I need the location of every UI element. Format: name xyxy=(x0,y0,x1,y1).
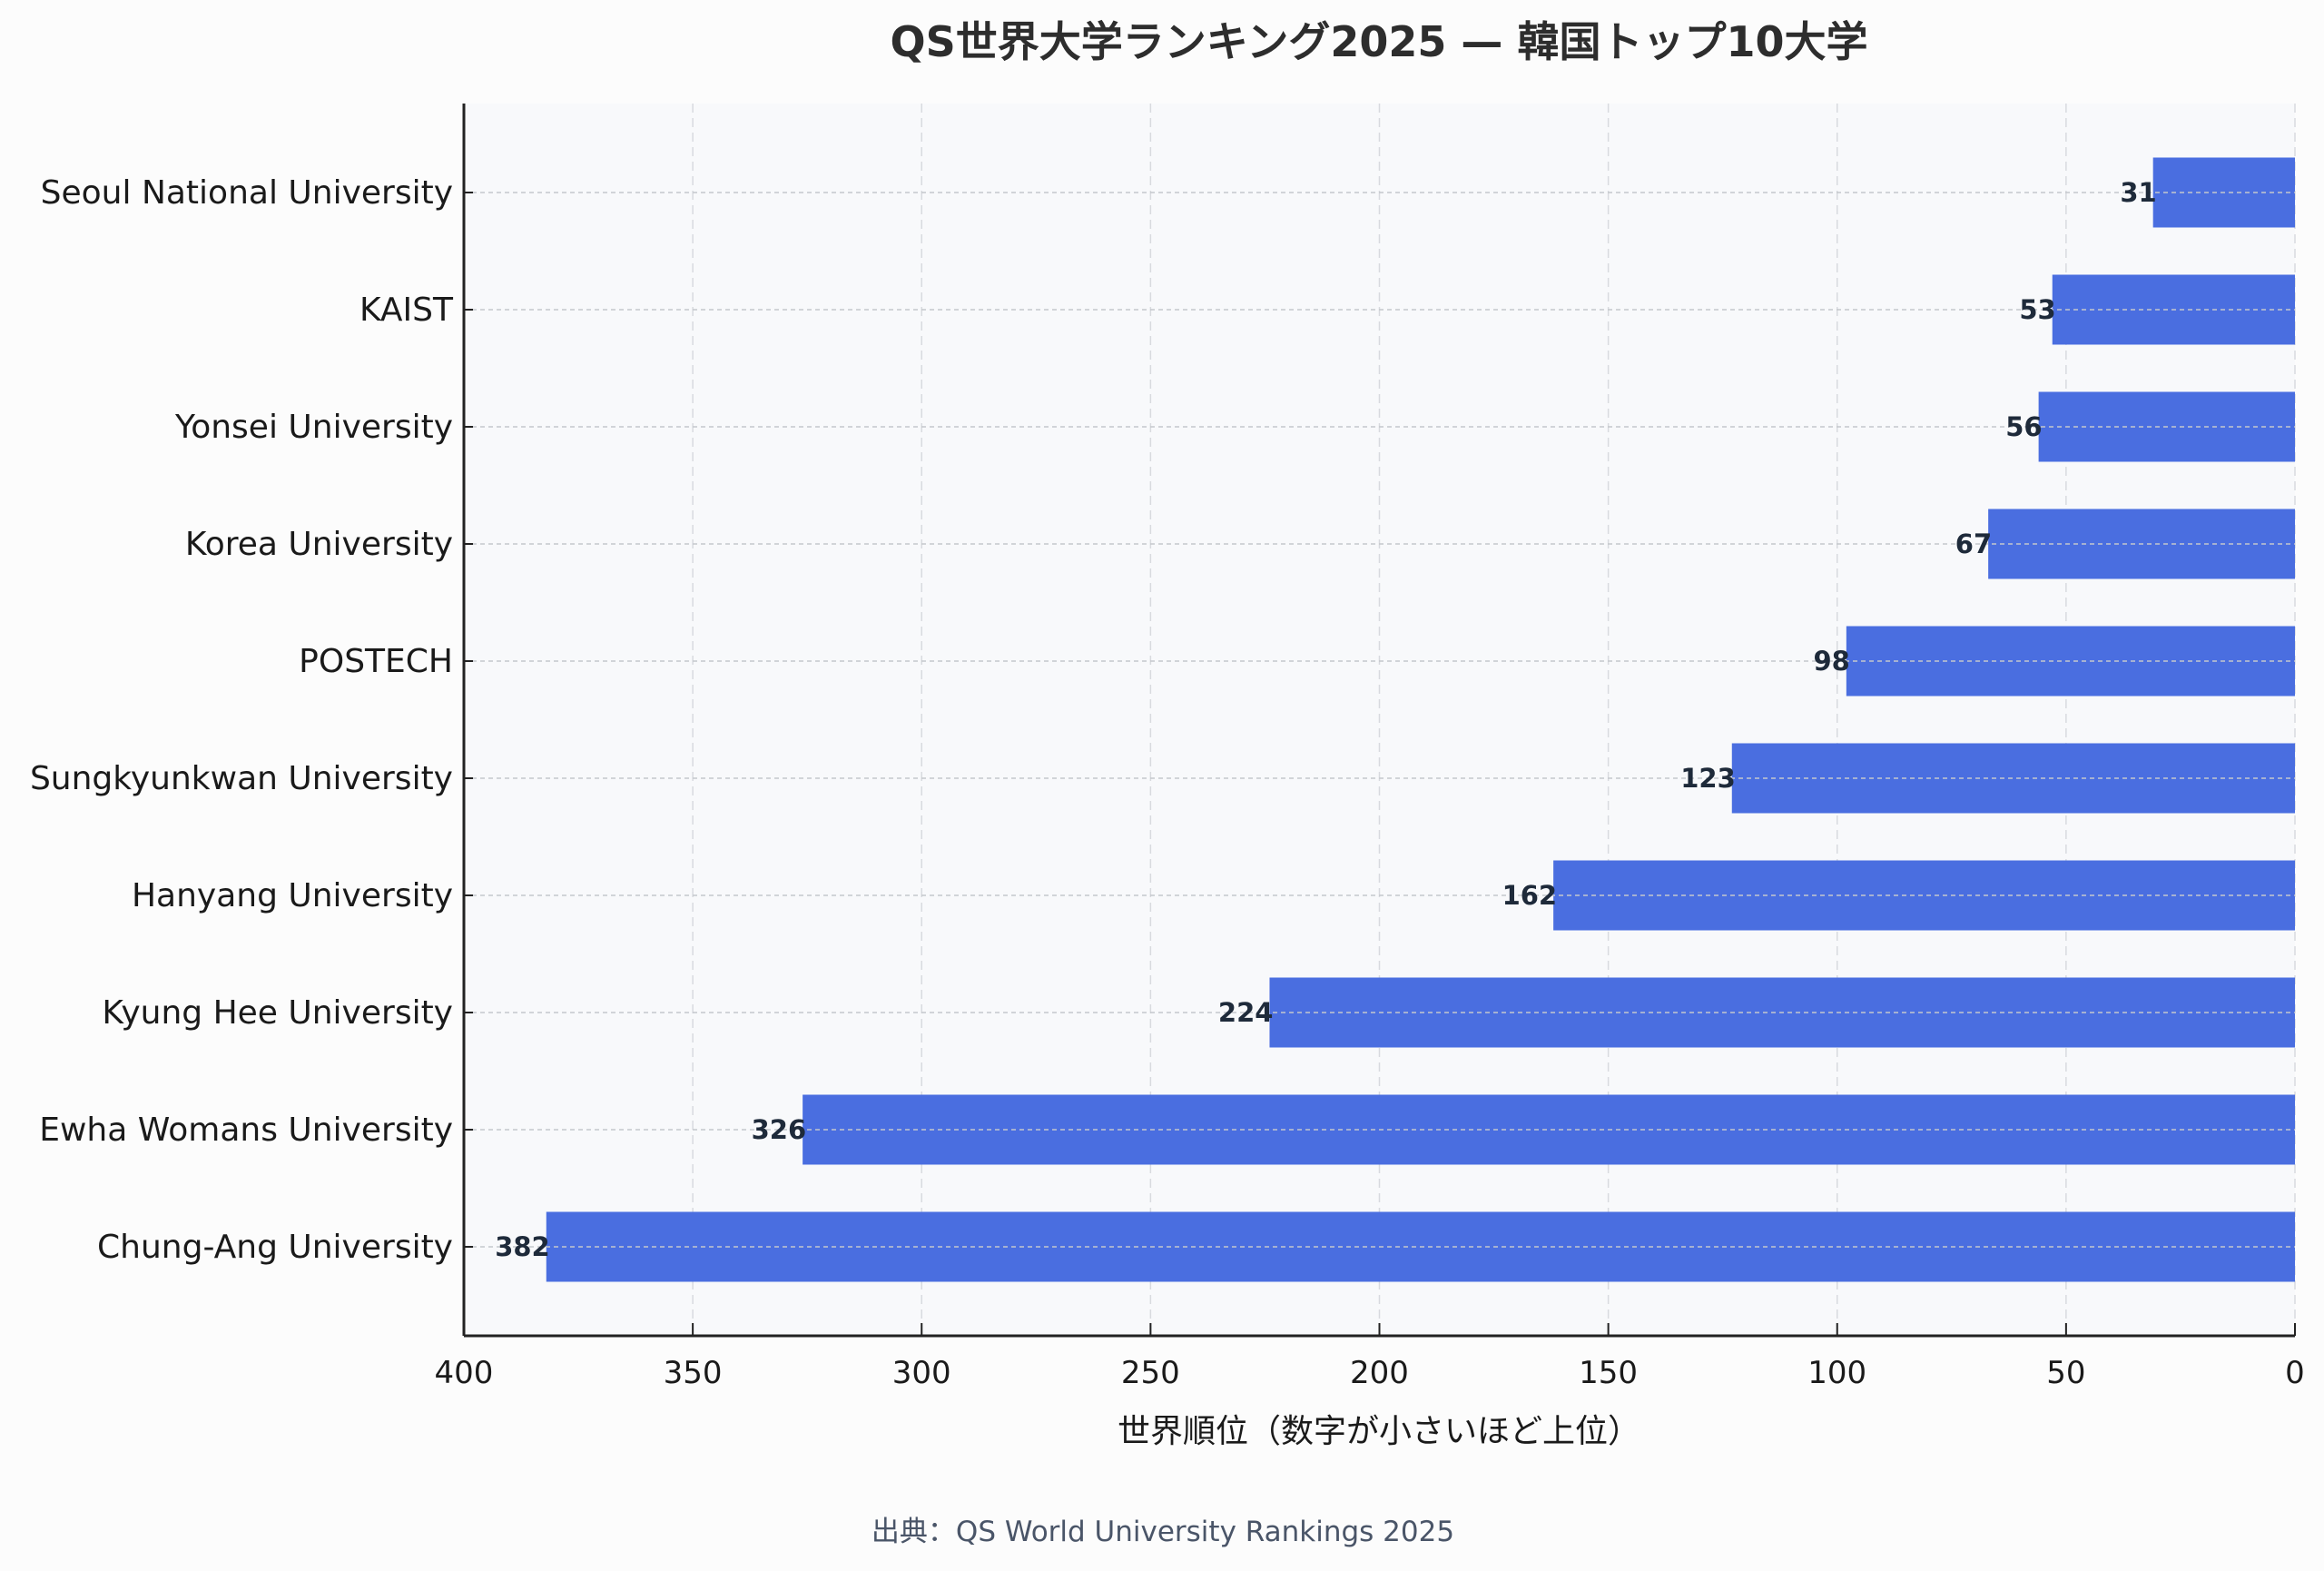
chart-title: QS世界大学ランキング2025 — 韓国トップ10大学 xyxy=(891,17,1868,66)
bar xyxy=(1731,743,2295,814)
x-tick-label: 50 xyxy=(2046,1355,2085,1391)
y-tick-label: Chung-Ang University xyxy=(97,1229,453,1266)
y-tick-label: Ewha Womans University xyxy=(39,1112,453,1149)
y-tick-label: Yonsei University xyxy=(174,409,453,446)
source-note: 出典：QS World University Rankings 2025 xyxy=(872,1516,1454,1548)
y-tick-label: Kyung Hee University xyxy=(102,994,453,1032)
y-tick-label: Seoul National University xyxy=(41,174,453,212)
y-tick-label: Sungkyunkwan University xyxy=(30,760,453,797)
x-tick-label: 200 xyxy=(1350,1355,1409,1391)
data-label: 326 xyxy=(752,1114,807,1145)
x-tick-label: 350 xyxy=(664,1355,723,1391)
x-tick-label: 300 xyxy=(892,1355,951,1391)
data-label: 382 xyxy=(495,1231,550,1262)
x-tick-label: 250 xyxy=(1121,1355,1180,1391)
data-label: 98 xyxy=(1813,646,1849,677)
data-label: 53 xyxy=(2019,294,2055,325)
data-label: 31 xyxy=(2120,177,2156,208)
y-tick-label: Hanyang University xyxy=(132,877,453,914)
data-label: 67 xyxy=(1955,529,1992,559)
y-tick-label: Korea University xyxy=(185,526,453,563)
y-tick-label: POSTECH xyxy=(299,643,453,680)
x-tick-label: 0 xyxy=(2285,1355,2305,1391)
x-axis-label: 世界順位（数字が小さいほど上位） xyxy=(1118,1413,1640,1450)
x-tick-label: 150 xyxy=(1579,1355,1638,1391)
data-label: 123 xyxy=(1680,763,1736,794)
x-tick-label: 400 xyxy=(435,1355,494,1391)
data-label: 56 xyxy=(2005,411,2042,442)
y-tick-label: KAIST xyxy=(359,291,454,329)
x-tick-label: 100 xyxy=(1807,1355,1866,1391)
bar xyxy=(803,1094,2295,1165)
data-label: 162 xyxy=(1502,880,1558,911)
data-label: 224 xyxy=(1218,997,1274,1028)
